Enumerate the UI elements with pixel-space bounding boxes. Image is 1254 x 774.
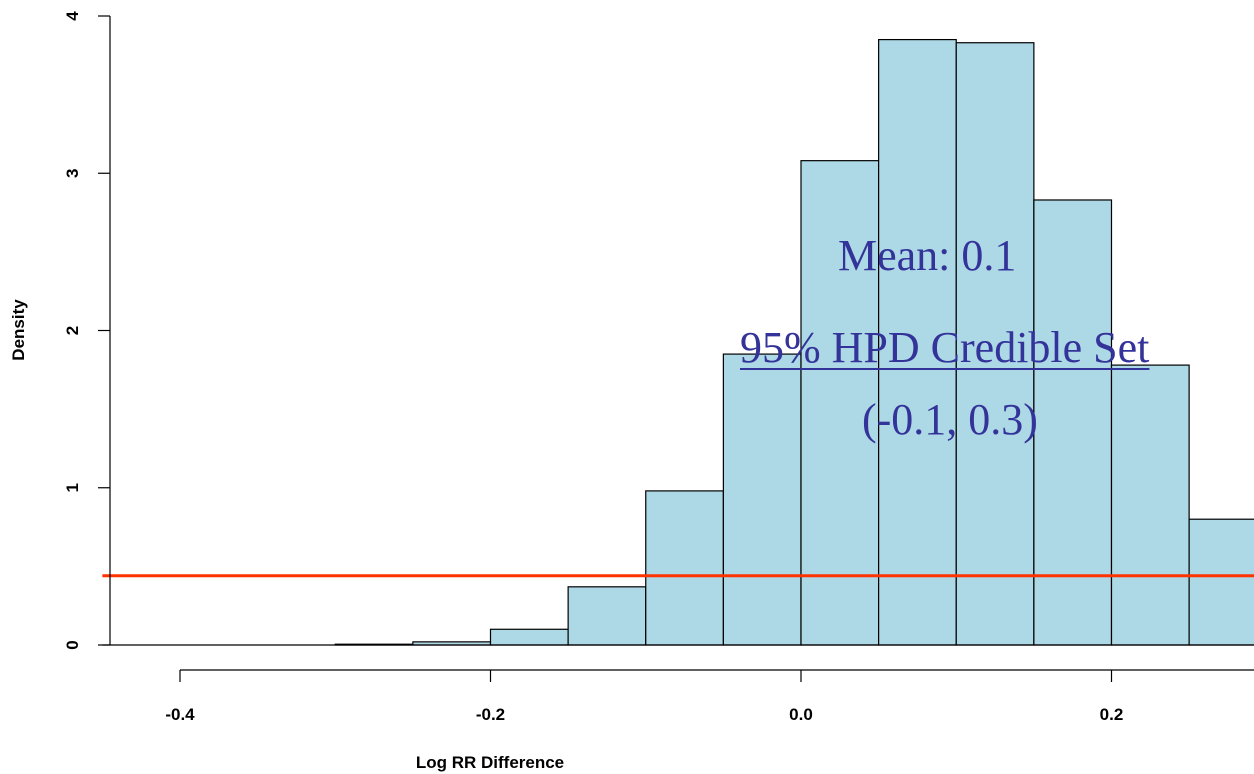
y-tick-label: 4 [63, 11, 82, 21]
hpd-title-annotation: 95% HPD Credible Set [740, 323, 1150, 372]
x-tick-label: -0.4 [165, 705, 195, 724]
x-tick-label: 0.2 [1100, 705, 1124, 724]
histogram-bar [567, 586, 647, 646]
y-axis-label: Density [9, 299, 28, 361]
histogram-bar [878, 38, 957, 646]
x-axis: -0.4-0.20.00.20.4 [165, 669, 1254, 724]
histogram-bar [645, 490, 724, 646]
histogram-bar [489, 628, 569, 646]
y-tick-label: 1 [63, 483, 82, 492]
y-tick-label: 2 [63, 326, 82, 335]
y-tick-label: 3 [63, 169, 82, 178]
mean-annotation: Mean: 0.1 [838, 231, 1017, 280]
y-tick-label: 0 [63, 640, 82, 649]
x-tick-label: 0.0 [789, 705, 813, 724]
x-tick-label: -0.2 [476, 705, 505, 724]
histogram-bar [1188, 518, 1254, 646]
histogram-bar [955, 42, 1035, 646]
histogram-bar [1110, 364, 1190, 646]
y-axis: 0 1 2 3 4 [63, 11, 111, 650]
hpd-interval-annotation: (-0.1, 0.3) [862, 395, 1038, 444]
x-axis-label: Log RR Difference [416, 753, 564, 772]
histogram-bars [102, 38, 1254, 646]
histogram-bar [722, 353, 802, 646]
histogram-bar [1033, 199, 1113, 646]
